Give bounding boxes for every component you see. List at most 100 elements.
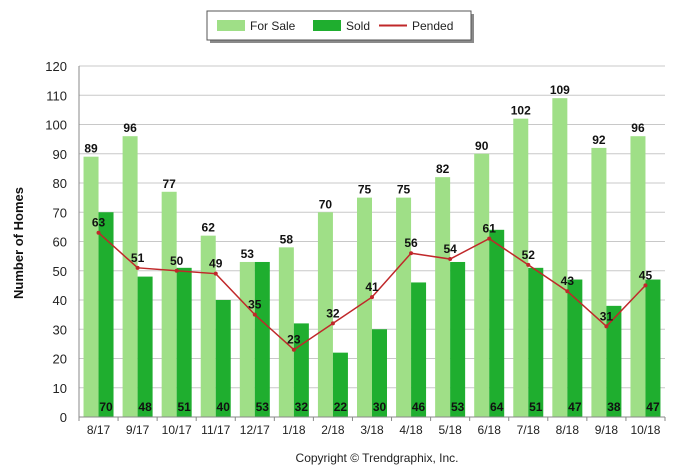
data-label-sold: 51 bbox=[529, 400, 543, 414]
bar-for-sale bbox=[357, 197, 372, 417]
legend-label-sold: Sold bbox=[346, 19, 370, 33]
data-label-for-sale: 53 bbox=[241, 247, 255, 261]
y-tick-label: 90 bbox=[53, 147, 67, 162]
data-label-sold: 53 bbox=[451, 400, 465, 414]
data-label-for-sale: 75 bbox=[397, 183, 411, 197]
point-pended bbox=[643, 283, 648, 288]
bar-sold bbox=[567, 279, 583, 417]
y-tick-label: 20 bbox=[53, 352, 67, 367]
data-label-sold: 53 bbox=[256, 400, 270, 414]
y-tick-label: 110 bbox=[46, 88, 67, 103]
x-tick-label: 2/18 bbox=[321, 423, 345, 437]
data-label-sold: 22 bbox=[334, 400, 348, 414]
data-label-for-sale: 90 bbox=[475, 139, 489, 153]
data-label-for-sale: 109 bbox=[550, 83, 570, 97]
point-pended bbox=[213, 271, 218, 276]
data-label-sold: 46 bbox=[412, 400, 426, 414]
bar-for-sale bbox=[630, 136, 646, 417]
data-label-sold: 48 bbox=[138, 400, 152, 414]
x-tick-label: 9/18 bbox=[595, 423, 619, 437]
x-tick-label: 10/17 bbox=[162, 423, 192, 437]
bar-for-sale bbox=[239, 261, 255, 417]
data-label-pended: 41 bbox=[365, 280, 379, 294]
bar-sold bbox=[332, 352, 348, 417]
bar-for-sale bbox=[513, 118, 529, 418]
data-label-pended: 35 bbox=[248, 298, 262, 312]
bar-for-sale bbox=[396, 197, 412, 417]
y-tick-label: 60 bbox=[53, 235, 67, 250]
point-pended bbox=[604, 324, 609, 329]
point-pended bbox=[174, 268, 179, 273]
point-pended bbox=[135, 265, 140, 270]
data-label-pended: 54 bbox=[443, 242, 457, 256]
data-label-sold: 64 bbox=[490, 400, 504, 414]
copyright-notice: Copyright © Trendgraphix, Inc. bbox=[296, 451, 459, 465]
y-axis: 0 10 20 30 40 50 60 70 80 90 100 110 120 bbox=[45, 59, 80, 425]
data-label-for-sale: 62 bbox=[202, 221, 216, 235]
bar-for-sale bbox=[278, 247, 294, 417]
point-pended bbox=[291, 347, 296, 352]
point-pended bbox=[526, 262, 531, 267]
data-label-pended: 61 bbox=[483, 222, 497, 236]
bar-sold bbox=[450, 261, 466, 417]
bar-sold bbox=[137, 276, 153, 417]
bar-sold bbox=[645, 279, 661, 417]
x-axis: 8/17 9/17 10/17 11/17 12/17 1/18 2/18 3/18 4/18 5… bbox=[78, 416, 666, 437]
legend-swatch-for-sale bbox=[217, 20, 245, 31]
data-label-for-sale: 58 bbox=[280, 232, 294, 246]
point-pended bbox=[370, 295, 374, 300]
data-label-pended: 51 bbox=[131, 251, 145, 265]
x-tick-label: 5/18 bbox=[438, 423, 462, 437]
data-label-for-sale: 92 bbox=[592, 133, 606, 147]
bar-for-sale bbox=[435, 177, 451, 417]
x-tick-label: 7/18 bbox=[517, 423, 541, 437]
bar-for-sale bbox=[591, 147, 607, 417]
data-label-for-sale: 75 bbox=[358, 183, 372, 197]
y-tick-label: 10 bbox=[53, 381, 67, 396]
bar-for-sale bbox=[200, 235, 216, 417]
data-label-for-sale: 82 bbox=[436, 162, 450, 176]
x-tick-label: 1/18 bbox=[282, 423, 306, 437]
data-label-pended: 52 bbox=[522, 248, 536, 262]
bar-sold bbox=[489, 229, 505, 417]
legend-label-for-sale: For Sale bbox=[250, 19, 296, 33]
x-tick-label: 10/18 bbox=[630, 423, 660, 437]
data-label-sold: 70 bbox=[99, 400, 113, 414]
y-tick-label: 100 bbox=[45, 118, 67, 133]
point-pended bbox=[487, 236, 492, 241]
data-label-sold: 51 bbox=[177, 400, 191, 414]
bar-sold bbox=[372, 329, 387, 417]
data-label-for-sale: 96 bbox=[631, 121, 645, 135]
data-label-pended: 31 bbox=[600, 309, 614, 323]
y-tick-label: 30 bbox=[53, 322, 67, 337]
y-tick-label: 40 bbox=[53, 293, 67, 308]
point-pended bbox=[330, 321, 335, 326]
data-label-for-sale: 70 bbox=[319, 197, 333, 211]
data-label-pended: 50 bbox=[170, 254, 184, 268]
bar-sold bbox=[176, 267, 192, 417]
bar-for-sale bbox=[317, 212, 333, 417]
point-pended bbox=[252, 312, 257, 317]
data-label-for-sale: 89 bbox=[84, 142, 98, 156]
data-label-for-sale: 77 bbox=[162, 177, 176, 191]
bar-sold bbox=[411, 282, 427, 417]
legend-swatch-sold bbox=[313, 20, 341, 31]
series-pended bbox=[96, 230, 648, 352]
data-label-pended: 49 bbox=[209, 257, 223, 271]
data-label-pended: 45 bbox=[639, 268, 653, 282]
point-pended bbox=[409, 251, 414, 256]
y-axis-title: Number of Homes bbox=[11, 187, 26, 299]
y-tick-label: 120 bbox=[45, 59, 67, 74]
y-tick-label: 0 bbox=[60, 410, 67, 425]
x-tick-label: 3/18 bbox=[360, 423, 384, 437]
legend-label-pended: Pended bbox=[412, 19, 453, 33]
point-pended bbox=[96, 230, 101, 235]
bar-for-sale bbox=[474, 153, 490, 417]
point-pended bbox=[448, 257, 453, 262]
y-tick-label: 80 bbox=[53, 176, 67, 191]
point-pended bbox=[565, 289, 570, 294]
x-tick-label: 8/18 bbox=[556, 423, 580, 437]
x-tick-label: 11/17 bbox=[201, 423, 230, 437]
bar-sold bbox=[606, 305, 622, 417]
